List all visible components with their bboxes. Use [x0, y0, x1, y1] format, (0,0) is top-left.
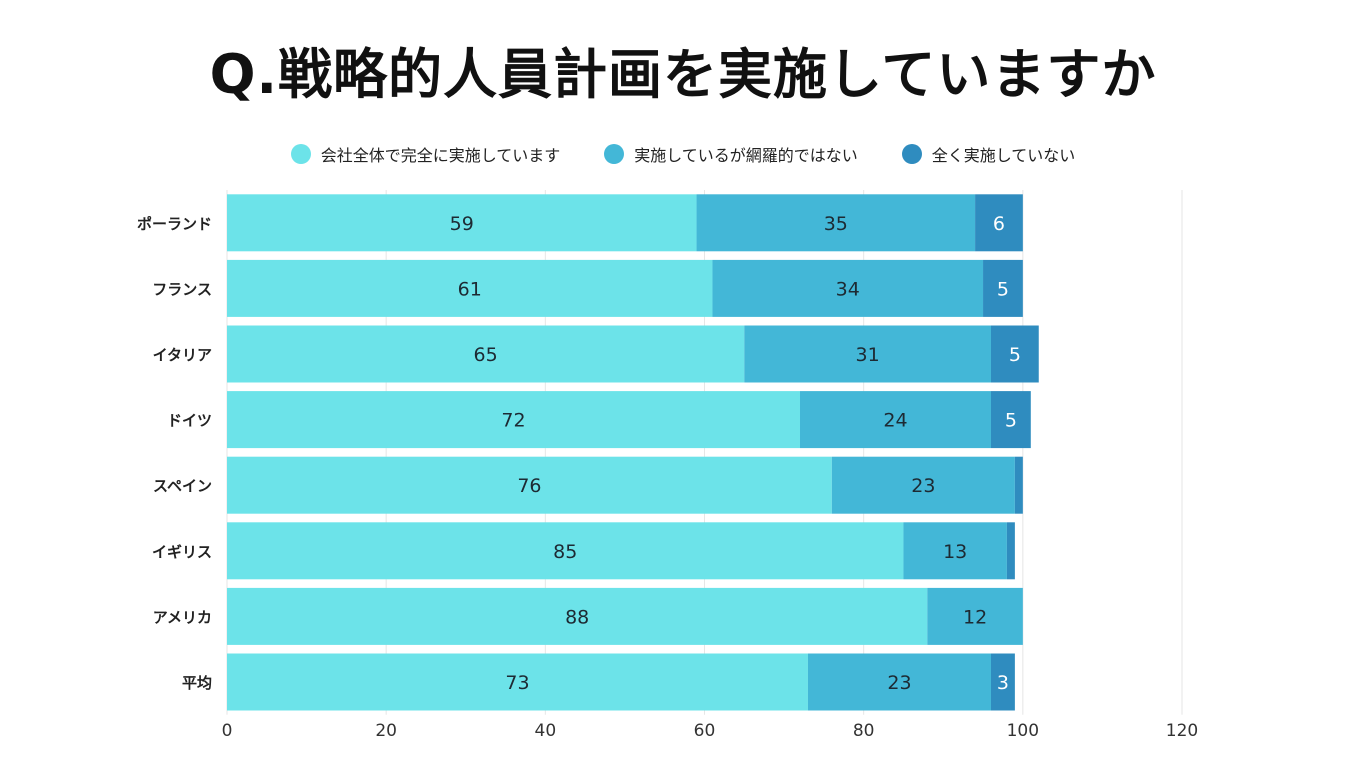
y-category-label: スペイン: [153, 477, 212, 495]
bar-segment: [991, 391, 1031, 449]
data-label: 23: [887, 672, 911, 694]
bar-segment: [227, 325, 745, 383]
y-category-label: イギリス: [152, 543, 212, 561]
bar-segment: [227, 587, 928, 645]
bar-segment: [807, 653, 991, 711]
bar-segment: [227, 653, 808, 711]
data-label: 34: [836, 278, 860, 300]
x-tick-label: 120: [1166, 721, 1198, 741]
data-label: 3: [997, 672, 1009, 694]
data-label: 12: [963, 606, 987, 628]
data-label: 13: [943, 541, 967, 563]
legend: 会社全体で完全に実施しています 実施しているが網羅的ではない 全く実施していない: [0, 142, 1366, 166]
bar-segment: [991, 653, 1015, 711]
bar-segment: [983, 259, 1023, 317]
data-label: 85: [553, 541, 577, 563]
data-label: 35: [824, 213, 848, 235]
x-tick-label: 80: [853, 721, 875, 741]
bar-segment: [227, 522, 904, 580]
x-tick-label: 0: [222, 721, 233, 741]
bar-segment: [975, 194, 1023, 252]
bar-segment: [227, 259, 713, 317]
data-label: 5: [997, 278, 1009, 300]
chart-title: Q.戦略的人員計画を実施していますか: [209, 43, 1157, 106]
bar-segment: [927, 587, 1023, 645]
data-label: 72: [501, 410, 525, 432]
bar-segment: [1006, 522, 1015, 580]
data-label: 65: [474, 344, 498, 366]
data-label: 5: [1009, 344, 1021, 366]
bar-segment: [744, 325, 991, 383]
bar-segment: [800, 391, 991, 449]
bar-segment: [227, 456, 832, 514]
legend-item-partial: 実施しているが網羅的ではない: [604, 142, 858, 166]
legend-item-full: 会社全体で完全に実施しています: [290, 142, 561, 166]
legend-label: 全く実施していない: [931, 146, 1076, 165]
y-category-label: アメリカ: [153, 608, 212, 626]
data-label: 6: [993, 213, 1005, 235]
bar-segment: [831, 456, 1015, 514]
bar-segment: [696, 194, 976, 252]
data-label: 59: [450, 213, 474, 235]
data-label: 76: [517, 475, 541, 497]
y-category-label: ドイツ: [167, 412, 212, 430]
data-label: 5: [1005, 410, 1017, 432]
data-label: 61: [458, 278, 482, 300]
x-tick-label: 40: [535, 721, 557, 741]
bar-segment: [903, 522, 1007, 580]
legend-swatch: [604, 144, 625, 164]
y-category-label: フランス: [152, 280, 212, 298]
data-label: 88: [565, 606, 589, 628]
bar-segment: [991, 325, 1039, 383]
data-label: 24: [883, 410, 907, 432]
y-category-label: イタリア: [153, 346, 212, 364]
bar-segment: [227, 194, 697, 252]
legend-label: 会社全体で完全に実施しています: [320, 146, 561, 165]
legend-swatch: [901, 144, 922, 164]
bar-segment: [227, 391, 800, 449]
y-category-label: ポーランド: [137, 215, 212, 233]
data-label: 31: [856, 344, 880, 366]
bar-segment: [712, 259, 984, 317]
x-tick-label: 100: [1007, 721, 1039, 741]
bar-segment: [1014, 456, 1023, 514]
legend-swatch: [290, 144, 311, 164]
data-label: 23: [911, 475, 935, 497]
legend-item-none: 全く実施していない: [901, 142, 1076, 166]
legend-label: 実施しているが網羅的ではない: [634, 146, 858, 165]
x-tick-label: 20: [375, 721, 397, 741]
y-category-label: 平均: [182, 674, 212, 692]
data-label: 73: [505, 672, 529, 694]
x-tick-label: 60: [694, 721, 716, 741]
